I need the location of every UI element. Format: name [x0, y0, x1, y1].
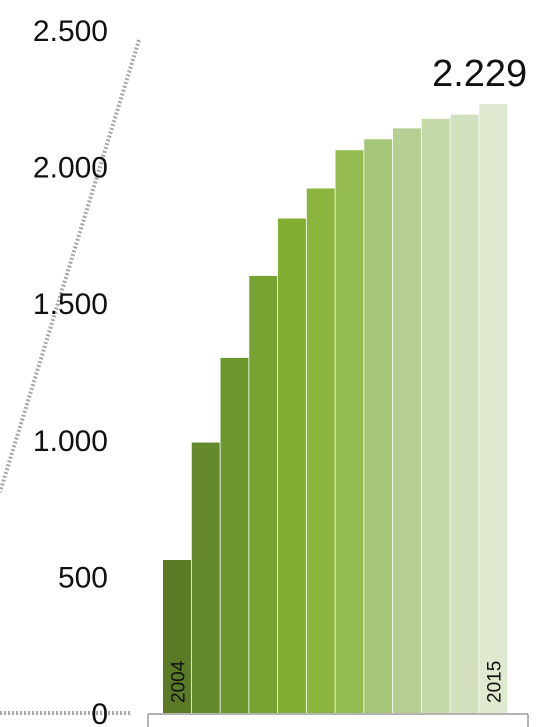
value-label-2015: 2.229: [432, 53, 527, 95]
bar-2013: [421, 118, 450, 714]
y-tick-label: 500: [58, 561, 108, 594]
y-tick-label: 0: [91, 698, 108, 727]
y-tick-label: 2.000: [33, 152, 108, 185]
bar-2009: [306, 188, 335, 713]
bars-group: [163, 104, 508, 714]
y-tick-label: 2.500: [33, 15, 108, 48]
data-labels: 2.229 2004 2015: [168, 53, 527, 703]
bar-2008: [278, 218, 306, 713]
y-tick-labels: 0 500 1.000 1.500 2.000 2.500: [33, 15, 108, 727]
bar-2005: [191, 442, 220, 713]
bar-2007: [249, 275, 278, 713]
bar-2006: [220, 357, 249, 713]
bar-2004: [163, 560, 191, 713]
bar-2012: [393, 128, 421, 714]
bar-2014: [450, 114, 479, 713]
chart-decorations: [0, 39, 529, 727]
bar-2011: [364, 139, 393, 713]
bar-2010: [335, 150, 364, 713]
y-tick-label: 1.500: [33, 288, 108, 321]
year-label-first: 2004: [168, 660, 189, 703]
year-label-last: 2015: [485, 661, 506, 703]
bar-2015: [479, 104, 508, 713]
dotted-leader-line: [0, 39, 141, 493]
y-tick-label: 1.000: [33, 425, 108, 458]
